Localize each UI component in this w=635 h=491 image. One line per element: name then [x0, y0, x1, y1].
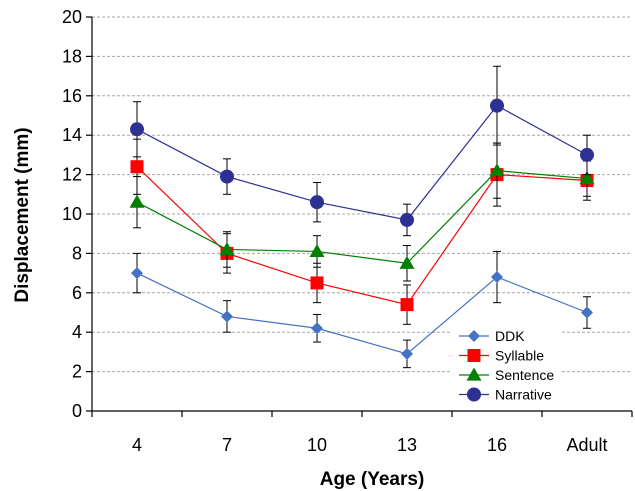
- legend-marker-ddk: [468, 330, 480, 342]
- series-syllable: [130, 138, 594, 325]
- data-point-sentence: [219, 241, 235, 256]
- y-tick-label: 4: [72, 322, 82, 342]
- y-tick-label: 12: [62, 165, 82, 185]
- legend-marker-syllable: [467, 349, 481, 362]
- x-axis-label: Age (Years): [320, 469, 425, 490]
- y-tick-label: 0: [72, 401, 82, 421]
- data-point-syllable: [130, 160, 144, 174]
- data-point-sentence: [489, 163, 505, 177]
- y-tick-label: 2: [72, 362, 82, 382]
- series-ddk: [131, 250, 593, 369]
- data-point-narrative: [220, 169, 234, 184]
- data-point-sentence: [579, 171, 595, 185]
- data-point-narrative: [130, 122, 144, 137]
- legend-label-ddk: DDK: [495, 328, 525, 344]
- gridlines: [92, 16, 632, 373]
- data-point-ddk: [311, 322, 323, 335]
- data-point-narrative: [490, 98, 504, 113]
- y-tick-label: 6: [72, 283, 82, 303]
- y-tick-label: 14: [62, 125, 82, 145]
- legend-label-sentence: Sentence: [495, 367, 554, 383]
- series-line-ddk: [136, 272, 588, 355]
- legend-label-syllable: Syllable: [495, 348, 544, 364]
- data-point-ddk: [491, 271, 503, 284]
- x-axis-ticks: 4 7 10 13 16 Adult: [91, 411, 633, 455]
- y-tick-label: 8: [72, 243, 82, 263]
- x-tick-label: 7: [222, 435, 232, 455]
- data-point-syllable: [400, 298, 414, 312]
- data-point-ddk: [401, 347, 413, 360]
- y-tick-label: 18: [62, 46, 82, 66]
- legend-marker-narrative: [467, 387, 481, 402]
- data-point-ddk: [131, 267, 143, 280]
- series-line-narrative: [136, 104, 588, 221]
- y-axis-ticks: 0 2 4 6 8 10 12 14 16 18 20: [62, 7, 92, 421]
- data-point-syllable: [310, 276, 324, 290]
- y-tick-label: 10: [62, 204, 82, 224]
- data-point-sentence: [129, 194, 145, 208]
- x-tick-label: 16: [487, 435, 507, 455]
- series-line-syllable: [136, 166, 588, 306]
- legend: DDK Syllable Sentence Narrative: [450, 325, 560, 409]
- data-point-sentence: [399, 255, 415, 269]
- y-tick-label: 20: [62, 7, 82, 27]
- series-narrative: [130, 65, 594, 237]
- data-point-narrative: [400, 212, 414, 227]
- series-line-sentence: [136, 170, 588, 264]
- data-point-narrative: [310, 195, 324, 210]
- legend-label-narrative: Narrative: [495, 387, 552, 403]
- data-point-ddk: [221, 310, 233, 323]
- x-tick-label: Adult: [566, 435, 607, 455]
- data-point-ddk: [581, 306, 593, 319]
- data-point-narrative: [580, 147, 594, 162]
- x-tick-label: 4: [132, 435, 142, 455]
- series-sentence: [129, 142, 595, 282]
- x-tick-label: 13: [397, 435, 417, 455]
- y-axis-label: Displacement (mm): [12, 127, 33, 302]
- y-tick-label: 16: [62, 86, 82, 106]
- legend-marker-sentence: [466, 367, 482, 381]
- x-tick-label: 10: [307, 435, 327, 455]
- series-group: [129, 65, 595, 369]
- data-point-sentence: [309, 243, 325, 258]
